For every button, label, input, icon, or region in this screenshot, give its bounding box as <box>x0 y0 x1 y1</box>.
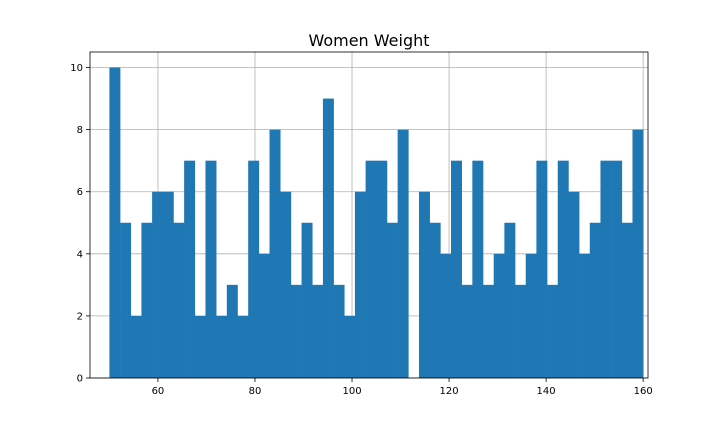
histogram-bar <box>344 315 356 378</box>
histogram-bar <box>120 222 132 378</box>
x-axis: 60 80 100 120 140 160 <box>152 378 653 397</box>
histogram-bar <box>322 98 334 379</box>
histogram-bar <box>354 191 366 378</box>
histogram-bar <box>280 191 292 378</box>
x-tick-label: 140 <box>537 386 556 397</box>
y-tick-label: 2 <box>77 311 83 322</box>
x-tick-label: 100 <box>342 386 361 397</box>
histogram-bar <box>130 315 142 378</box>
histogram-bar <box>269 129 281 378</box>
histogram-bar <box>483 284 495 378</box>
histogram-bar <box>109 67 121 379</box>
histogram-bar <box>237 315 249 378</box>
histogram-bar <box>504 222 516 378</box>
x-tick-label: 80 <box>249 386 262 397</box>
histogram-bar <box>579 253 591 378</box>
histogram-bar <box>621 222 633 378</box>
y-tick-label: 4 <box>77 249 83 260</box>
histogram-bar <box>472 160 484 378</box>
histogram-bar <box>611 160 623 378</box>
y-tick-label: 8 <box>77 125 83 136</box>
histogram-bar <box>397 129 409 378</box>
bars-layer <box>109 67 644 379</box>
x-tick-label: 120 <box>440 386 459 397</box>
histogram-bar <box>515 284 527 378</box>
histogram-bar <box>461 284 473 378</box>
histogram-bar <box>568 191 580 378</box>
y-tick-label: 6 <box>77 187 83 198</box>
plot-frame <box>89 51 649 379</box>
histogram-bar <box>547 284 559 378</box>
histogram-bar <box>536 160 548 378</box>
histogram-bar <box>205 160 217 378</box>
chart-title: Women Weight <box>308 31 429 50</box>
histogram-bar <box>632 129 644 378</box>
histogram-bar <box>376 160 388 378</box>
histogram-bar <box>184 160 196 378</box>
histogram-bar <box>173 222 185 378</box>
histogram-bar <box>557 160 569 378</box>
histogram-bar <box>451 160 462 378</box>
histogram-bar <box>248 160 260 378</box>
histogram-bar <box>216 315 228 378</box>
y-tick-label: 0 <box>77 374 83 385</box>
histogram-bar <box>258 253 270 378</box>
histogram-bar <box>194 315 206 378</box>
histogram-bar <box>162 191 174 378</box>
histogram-bar <box>440 253 452 378</box>
histogram-bar <box>525 253 537 378</box>
histogram-bar <box>365 160 377 378</box>
histogram-bar <box>152 191 164 378</box>
y-axis: 0 2 4 6 8 10 <box>70 63 90 385</box>
histogram-bar <box>301 222 313 378</box>
histogram-bar <box>312 284 324 378</box>
histogram-bar <box>600 160 612 378</box>
histogram-bar <box>589 222 601 378</box>
histogram-bar <box>493 253 505 378</box>
histogram-bar <box>386 222 398 378</box>
histogram-bar <box>290 284 302 378</box>
histogram-bar <box>141 222 153 378</box>
x-tick-label: 60 <box>152 386 165 397</box>
x-tick-label: 160 <box>634 386 653 397</box>
y-tick-label: 10 <box>70 63 83 74</box>
histogram-bar <box>333 284 345 378</box>
histogram-bar <box>418 191 430 378</box>
histogram-bar <box>226 284 238 378</box>
histogram-bar <box>429 222 441 378</box>
